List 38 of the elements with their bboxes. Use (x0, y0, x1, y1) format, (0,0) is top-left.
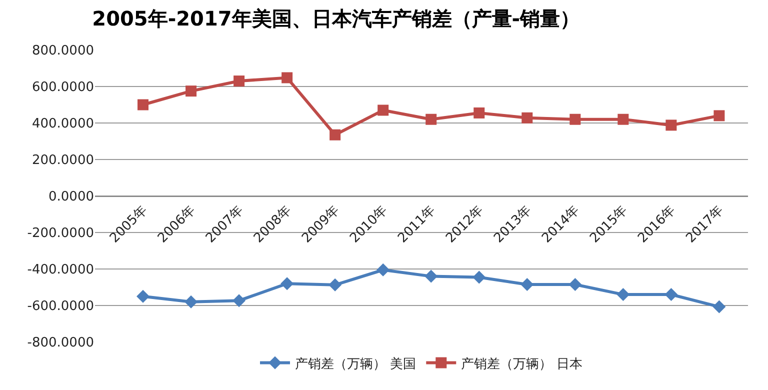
y-tick-label: 600.0000 (32, 80, 94, 96)
point (426, 114, 437, 125)
y-tick-label: -200.0000 (27, 226, 94, 242)
point (472, 270, 486, 284)
point (136, 290, 150, 303)
point (570, 114, 581, 125)
point (378, 104, 389, 116)
point (664, 288, 678, 302)
point (568, 278, 582, 292)
chart-title: 2005年-2017年美国、日本汽车产销差（产量-销量） (92, 6, 580, 31)
point (424, 270, 438, 283)
point (330, 129, 341, 140)
y-tick-label: 200.0000 (32, 153, 94, 168)
point (376, 263, 390, 276)
y-tick-label: 400.0000 (32, 116, 94, 132)
point (712, 300, 726, 314)
legend-label: 产销差（万辆） 日本 (461, 356, 582, 372)
y-tick-label: 0.0000 (48, 190, 94, 205)
point (474, 107, 485, 118)
point (520, 278, 534, 292)
y-tick-label: -400.0000 (27, 262, 94, 278)
point (280, 277, 294, 290)
point (186, 86, 197, 97)
point (234, 76, 245, 87)
point (138, 99, 149, 110)
legend-label: 产销差（万辆） 美国 (295, 356, 416, 372)
point (328, 278, 342, 292)
point (616, 288, 630, 302)
y-tick-label: 800.0000 (32, 44, 94, 59)
point (522, 112, 533, 124)
point (618, 114, 629, 125)
point (666, 120, 677, 131)
y-tick-label: -600.0000 (27, 299, 94, 314)
point (232, 294, 246, 308)
point (184, 295, 198, 308)
point (714, 110, 725, 122)
y-tick-label: -800.0000 (27, 336, 94, 351)
point (282, 72, 293, 84)
